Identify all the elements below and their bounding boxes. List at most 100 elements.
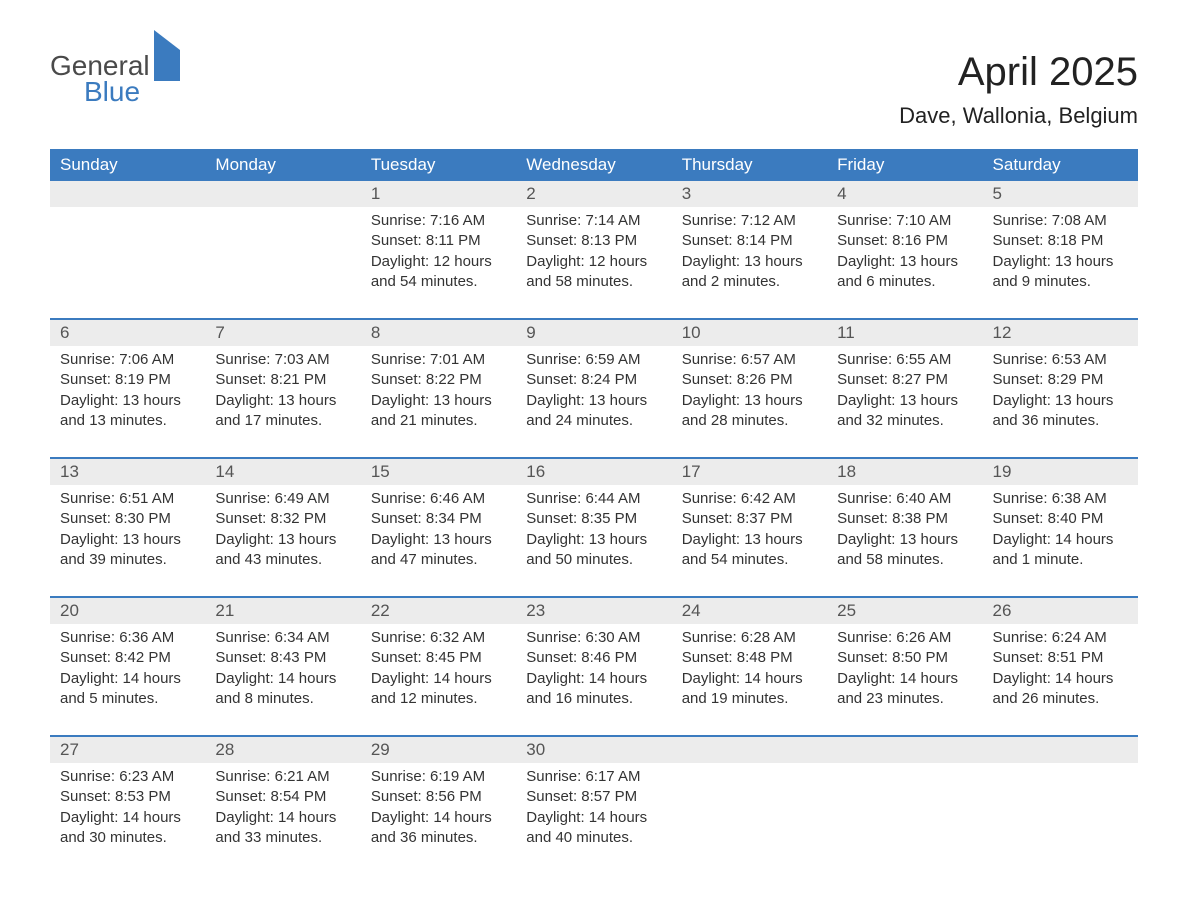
title-block: April 2025 Dave, Wallonia, Belgium xyxy=(899,50,1138,129)
sunset: Sunset: 8:56 PM xyxy=(371,787,506,807)
sunset: Sunset: 8:50 PM xyxy=(837,648,972,668)
day-cell: Sunrise: 7:14 AMSunset: 8:13 PMDaylight:… xyxy=(516,207,671,319)
week-day-content: Sunrise: 7:06 AMSunset: 8:19 PMDaylight:… xyxy=(50,346,1138,458)
sunrise: Sunrise: 7:01 AM xyxy=(371,350,506,370)
sunset: Sunset: 8:22 PM xyxy=(371,370,506,390)
day-header: Friday xyxy=(827,149,982,181)
sunset: Sunset: 8:21 PM xyxy=(215,370,350,390)
day-cell: Sunrise: 6:51 AMSunset: 8:30 PMDaylight:… xyxy=(50,485,205,597)
day-cell xyxy=(827,763,982,874)
sunrise: Sunrise: 6:53 AM xyxy=(993,350,1128,370)
sunrise: Sunrise: 6:38 AM xyxy=(993,489,1128,509)
day-number: 15 xyxy=(361,458,516,485)
sunset: Sunset: 8:26 PM xyxy=(682,370,817,390)
sunrise: Sunrise: 6:36 AM xyxy=(60,628,195,648)
day-number: 2 xyxy=(516,181,671,207)
day-number: 23 xyxy=(516,597,671,624)
sunset: Sunset: 8:13 PM xyxy=(526,231,661,251)
daylight: Daylight: 13 hours and 17 minutes. xyxy=(215,391,350,432)
daylight: Daylight: 12 hours and 54 minutes. xyxy=(371,252,506,293)
sunrise: Sunrise: 7:10 AM xyxy=(837,211,972,231)
day-cell: Sunrise: 6:55 AMSunset: 8:27 PMDaylight:… xyxy=(827,346,982,458)
day-cell: Sunrise: 6:26 AMSunset: 8:50 PMDaylight:… xyxy=(827,624,982,736)
sunset: Sunset: 8:35 PM xyxy=(526,509,661,529)
sunset: Sunset: 8:40 PM xyxy=(993,509,1128,529)
sunset: Sunset: 8:54 PM xyxy=(215,787,350,807)
day-cell xyxy=(50,207,205,319)
day-number: 26 xyxy=(983,597,1138,624)
day-cell: Sunrise: 6:59 AMSunset: 8:24 PMDaylight:… xyxy=(516,346,671,458)
daylight: Daylight: 14 hours and 33 minutes. xyxy=(215,808,350,849)
day-header: Tuesday xyxy=(361,149,516,181)
week-day-numbers: 12345 xyxy=(50,181,1138,207)
daylight: Daylight: 14 hours and 16 minutes. xyxy=(526,669,661,710)
day-cell: Sunrise: 6:30 AMSunset: 8:46 PMDaylight:… xyxy=(516,624,671,736)
sunrise: Sunrise: 6:28 AM xyxy=(682,628,817,648)
day-header: Monday xyxy=(205,149,360,181)
day-number: 13 xyxy=(50,458,205,485)
logo-triangle-icon xyxy=(154,30,180,81)
day-header: Sunday xyxy=(50,149,205,181)
day-cell xyxy=(205,207,360,319)
week-day-numbers: 27282930 xyxy=(50,736,1138,763)
sunrise: Sunrise: 6:30 AM xyxy=(526,628,661,648)
day-number xyxy=(827,736,982,763)
daylight: Daylight: 14 hours and 26 minutes. xyxy=(993,669,1128,710)
sunset: Sunset: 8:11 PM xyxy=(371,231,506,251)
sunrise: Sunrise: 7:06 AM xyxy=(60,350,195,370)
day-cell xyxy=(672,763,827,874)
sunset: Sunset: 8:14 PM xyxy=(682,231,817,251)
week-day-content: Sunrise: 6:36 AMSunset: 8:42 PMDaylight:… xyxy=(50,624,1138,736)
day-number: 28 xyxy=(205,736,360,763)
daylight: Daylight: 14 hours and 30 minutes. xyxy=(60,808,195,849)
week-day-content: Sunrise: 6:23 AMSunset: 8:53 PMDaylight:… xyxy=(50,763,1138,874)
sunrise: Sunrise: 6:40 AM xyxy=(837,489,972,509)
sunset: Sunset: 8:37 PM xyxy=(682,509,817,529)
sunrise: Sunrise: 6:24 AM xyxy=(993,628,1128,648)
day-cell: Sunrise: 7:08 AMSunset: 8:18 PMDaylight:… xyxy=(983,207,1138,319)
day-cell: Sunrise: 6:36 AMSunset: 8:42 PMDaylight:… xyxy=(50,624,205,736)
day-cell: Sunrise: 6:44 AMSunset: 8:35 PMDaylight:… xyxy=(516,485,671,597)
sunrise: Sunrise: 7:12 AM xyxy=(682,211,817,231)
day-number: 25 xyxy=(827,597,982,624)
sunset: Sunset: 8:30 PM xyxy=(60,509,195,529)
daylight: Daylight: 14 hours and 19 minutes. xyxy=(682,669,817,710)
daylight: Daylight: 14 hours and 36 minutes. xyxy=(371,808,506,849)
sunset: Sunset: 8:45 PM xyxy=(371,648,506,668)
day-header-row: SundayMondayTuesdayWednesdayThursdayFrid… xyxy=(50,149,1138,181)
day-cell: Sunrise: 7:01 AMSunset: 8:22 PMDaylight:… xyxy=(361,346,516,458)
sunset: Sunset: 8:32 PM xyxy=(215,509,350,529)
sunrise: Sunrise: 7:16 AM xyxy=(371,211,506,231)
sunset: Sunset: 8:53 PM xyxy=(60,787,195,807)
daylight: Daylight: 13 hours and 13 minutes. xyxy=(60,391,195,432)
day-number: 30 xyxy=(516,736,671,763)
calendar-table: SundayMondayTuesdayWednesdayThursdayFrid… xyxy=(50,149,1138,874)
daylight: Daylight: 14 hours and 8 minutes. xyxy=(215,669,350,710)
sunrise: Sunrise: 6:57 AM xyxy=(682,350,817,370)
week-day-content: Sunrise: 7:16 AMSunset: 8:11 PMDaylight:… xyxy=(50,207,1138,319)
day-header: Thursday xyxy=(672,149,827,181)
sunset: Sunset: 8:51 PM xyxy=(993,648,1128,668)
day-number: 29 xyxy=(361,736,516,763)
week-day-content: Sunrise: 6:51 AMSunset: 8:30 PMDaylight:… xyxy=(50,485,1138,597)
day-header: Wednesday xyxy=(516,149,671,181)
day-number: 17 xyxy=(672,458,827,485)
sunset: Sunset: 8:43 PM xyxy=(215,648,350,668)
day-cell xyxy=(983,763,1138,874)
day-number: 14 xyxy=(205,458,360,485)
sunset: Sunset: 8:46 PM xyxy=(526,648,661,668)
sunrise: Sunrise: 6:55 AM xyxy=(837,350,972,370)
day-number: 19 xyxy=(983,458,1138,485)
day-cell: Sunrise: 6:40 AMSunset: 8:38 PMDaylight:… xyxy=(827,485,982,597)
sunrise: Sunrise: 6:32 AM xyxy=(371,628,506,648)
week-day-numbers: 13141516171819 xyxy=(50,458,1138,485)
day-cell: Sunrise: 6:42 AMSunset: 8:37 PMDaylight:… xyxy=(672,485,827,597)
daylight: Daylight: 13 hours and 24 minutes. xyxy=(526,391,661,432)
daylight: Daylight: 13 hours and 6 minutes. xyxy=(837,252,972,293)
day-number xyxy=(50,181,205,207)
sunrise: Sunrise: 6:21 AM xyxy=(215,767,350,787)
page-header: General Blue April 2025 Dave, Wallonia, … xyxy=(50,50,1138,129)
day-cell: Sunrise: 7:03 AMSunset: 8:21 PMDaylight:… xyxy=(205,346,360,458)
sunset: Sunset: 8:16 PM xyxy=(837,231,972,251)
daylight: Daylight: 13 hours and 47 minutes. xyxy=(371,530,506,571)
